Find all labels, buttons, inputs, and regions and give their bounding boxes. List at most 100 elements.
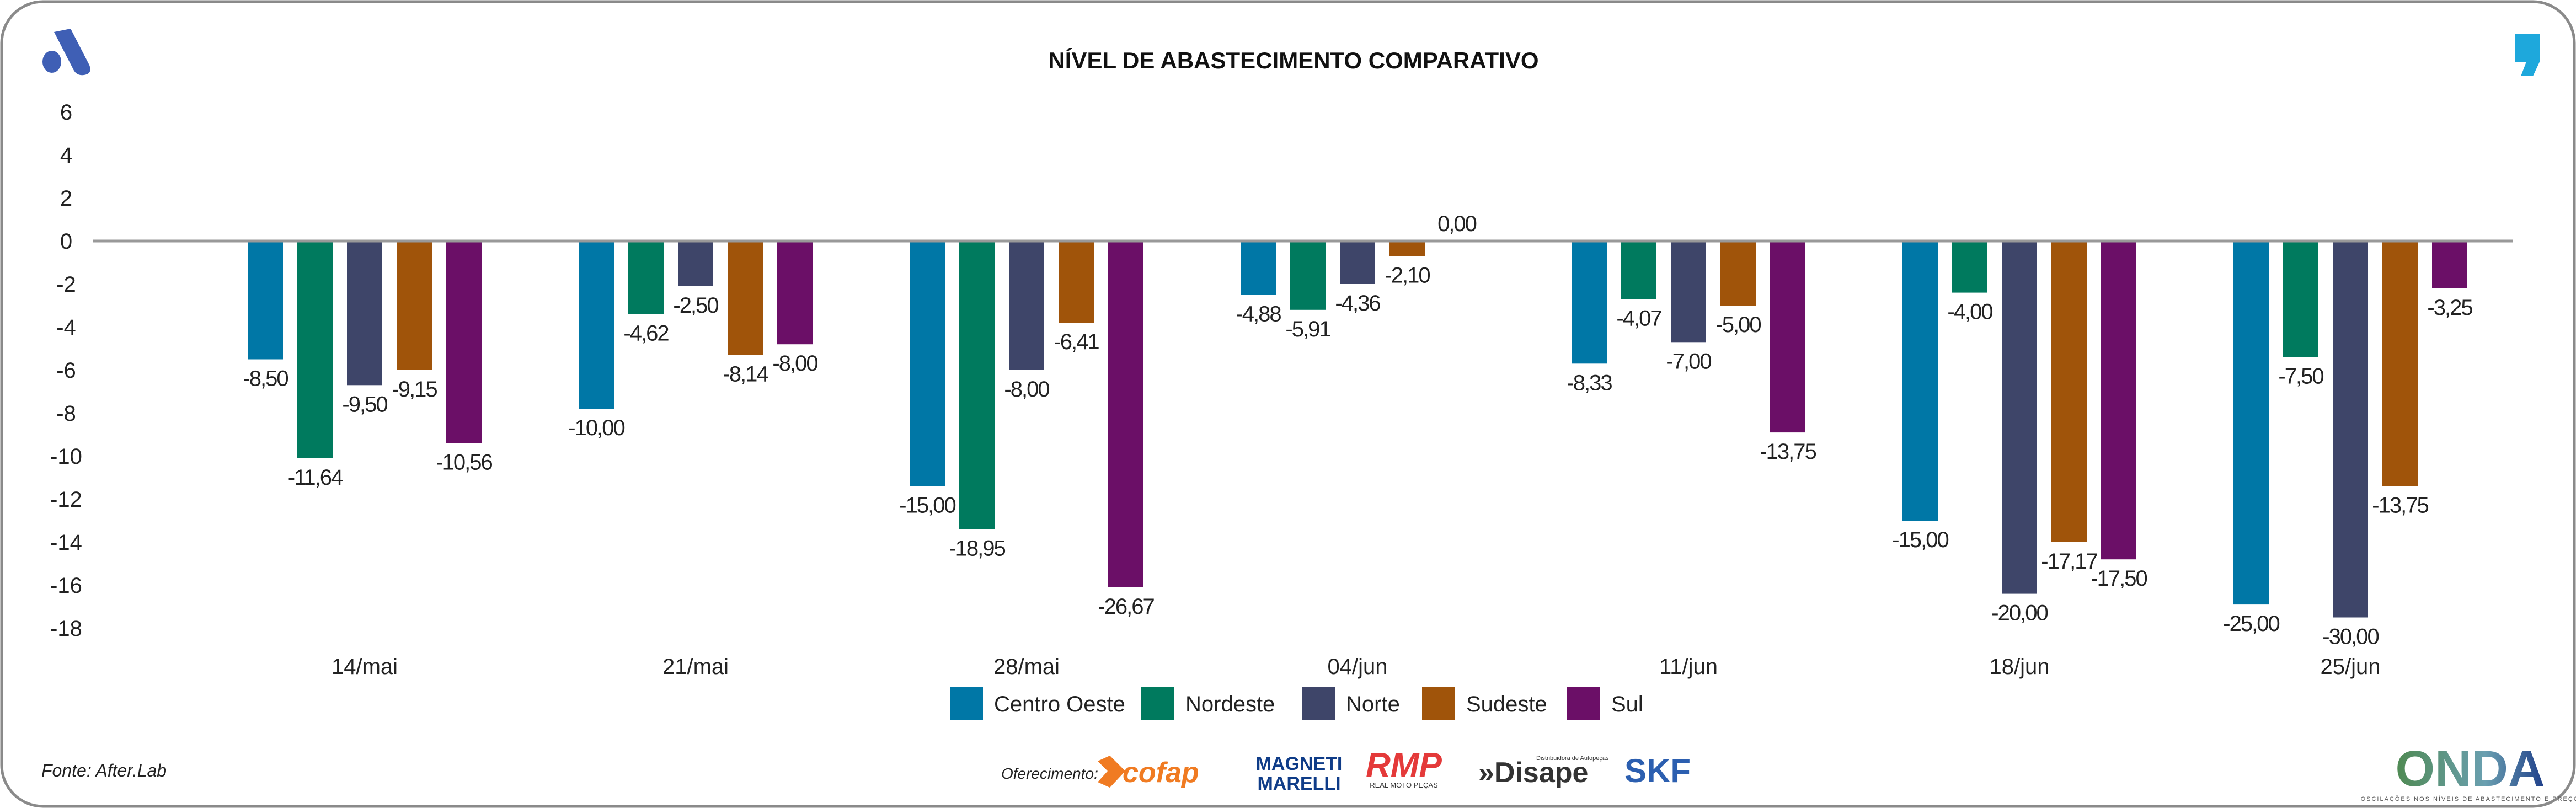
data-label: -4,62 — [623, 322, 669, 346]
bar — [1059, 241, 1094, 323]
y-tick-label: -16 — [50, 574, 82, 598]
bar — [728, 241, 763, 355]
data-label: -10,56 — [436, 451, 492, 475]
svg-text:RMP: RMP — [1366, 746, 1442, 784]
x-tick-label: 21/mai — [662, 655, 729, 679]
bar — [2002, 241, 2037, 594]
bar — [1009, 241, 1044, 370]
legend-swatch — [1422, 687, 1455, 720]
legend-item: Sul — [1567, 687, 1643, 720]
data-label: -3,25 — [2427, 296, 2472, 320]
data-label: -26,67 — [1098, 595, 1154, 619]
x-tick-label: 25/jun — [2321, 655, 2381, 679]
data-label: -30,00 — [2322, 625, 2379, 649]
bar — [1389, 241, 1425, 256]
bar — [248, 241, 283, 360]
data-label: -7,00 — [1666, 349, 1711, 373]
bar — [2101, 241, 2136, 560]
bar — [1241, 241, 1276, 295]
data-label: -18,95 — [949, 537, 1005, 561]
data-label: -8,00 — [1004, 377, 1049, 402]
sponsors: Oferecimento: cofap MAGNETI MARELLI RMP … — [1001, 746, 1691, 794]
bar — [1770, 241, 1805, 433]
y-tick-label: -6 — [56, 358, 76, 383]
data-label: -8,14 — [723, 362, 768, 387]
legend-swatch — [1141, 687, 1174, 720]
svg-text:REAL MOTO PEÇAS: REAL MOTO PEÇAS — [1370, 781, 1438, 789]
bar — [1621, 241, 1656, 299]
bar — [777, 241, 813, 345]
x-axis: 14/mai 21/mai 28/mai 04/jun 11/jun 18/jun 25/j… — [332, 655, 2381, 679]
bars — [248, 241, 2467, 618]
x-tick-label: 18/jun — [1990, 655, 2050, 679]
data-label: -8,33 — [1567, 371, 1612, 395]
bar — [1671, 241, 1706, 343]
legend-label: Sudeste — [1466, 692, 1547, 716]
magneti-marelli-logo: MAGNETI MARELLI — [1256, 753, 1343, 794]
data-label: -7,50 — [2278, 365, 2323, 389]
y-tick-label: -12 — [50, 488, 82, 512]
legend-item: Sudeste — [1422, 687, 1547, 720]
legend-item: Norte — [1302, 687, 1400, 720]
data-label: -2,10 — [1385, 263, 1430, 287]
data-label: -13,75 — [1760, 440, 1816, 464]
bar — [959, 241, 995, 529]
skf-logo: SKF — [1624, 752, 1691, 789]
data-label: -9,15 — [392, 377, 437, 402]
y-axis: 6 4 2 0 -2 -4 -6 -8 -10 -12 -14 -16 -18 — [50, 100, 82, 641]
bar — [1108, 241, 1143, 587]
data-label: -25,00 — [2223, 612, 2279, 636]
legend-item: Nordeste — [1141, 687, 1275, 720]
data-label: -5,00 — [1715, 313, 1761, 337]
svg-text:OSCILAÇÕES NOS NÍVEIS DE ABAST: OSCILAÇÕES NOS NÍVEIS DE ABASTECIMENTO E… — [2361, 795, 2576, 802]
legend-swatch — [950, 687, 983, 720]
bar — [2333, 241, 2368, 618]
svg-text:MARELLI: MARELLI — [1257, 773, 1340, 794]
disape-logo: Distribuidora de Autopeças »Disape — [1478, 755, 1609, 789]
onda-logo: ONDA OSCILAÇÕES NOS NÍVEIS DE ABASTECIME… — [2361, 741, 2576, 802]
cofap-logo: cofap — [1098, 756, 1199, 789]
y-tick-label: 4 — [60, 143, 72, 168]
bar — [628, 241, 664, 314]
x-tick-label: 28/mai — [993, 655, 1060, 679]
x-tick-label: 04/jun — [1328, 655, 1388, 679]
data-label: -13,75 — [2372, 494, 2428, 518]
legend-label: Norte — [1346, 692, 1400, 716]
svg-text:Distribuidora de Autopeças: Distribuidora de Autopeças — [1536, 755, 1609, 762]
bar — [2283, 241, 2318, 357]
data-label: -2,50 — [673, 293, 718, 318]
data-label: -11,64 — [288, 465, 343, 490]
legend-label: Centro Oeste — [994, 692, 1125, 716]
y-tick-label: 2 — [60, 186, 72, 211]
data-label: -4,00 — [1947, 300, 1992, 324]
bar — [2432, 241, 2467, 288]
brand-logo-right — [2515, 34, 2540, 76]
legend-swatch — [1302, 687, 1335, 720]
data-label: -20,00 — [1991, 601, 2048, 625]
bar — [910, 241, 945, 486]
bar — [2051, 241, 2087, 542]
data-label: -5,91 — [1285, 317, 1330, 341]
y-tick-label: -2 — [56, 272, 76, 297]
bar — [1952, 241, 1987, 293]
legend-item: Centro Oeste — [950, 687, 1125, 720]
bar — [2233, 241, 2269, 605]
data-label: -8,00 — [772, 351, 817, 376]
bar — [678, 241, 713, 286]
data-label: -6,41 — [1054, 330, 1099, 354]
data-label: -15,00 — [1892, 528, 1948, 552]
y-tick-label: 0 — [60, 229, 72, 254]
data-label: -4,88 — [1236, 302, 1281, 327]
data-label: -17,17 — [2041, 549, 2097, 574]
legend: Centro Oeste Nordeste Norte Sudeste Sul — [950, 687, 1643, 720]
legend-label: Nordeste — [1185, 692, 1275, 716]
data-label: 0,00 — [1437, 212, 1477, 236]
y-tick-label: -10 — [50, 445, 82, 469]
svg-text:ONDA: ONDA — [2396, 741, 2545, 797]
bar — [297, 241, 333, 458]
bar — [2382, 241, 2418, 486]
data-label: -4,36 — [1335, 291, 1380, 315]
y-tick-label: -18 — [50, 617, 82, 641]
